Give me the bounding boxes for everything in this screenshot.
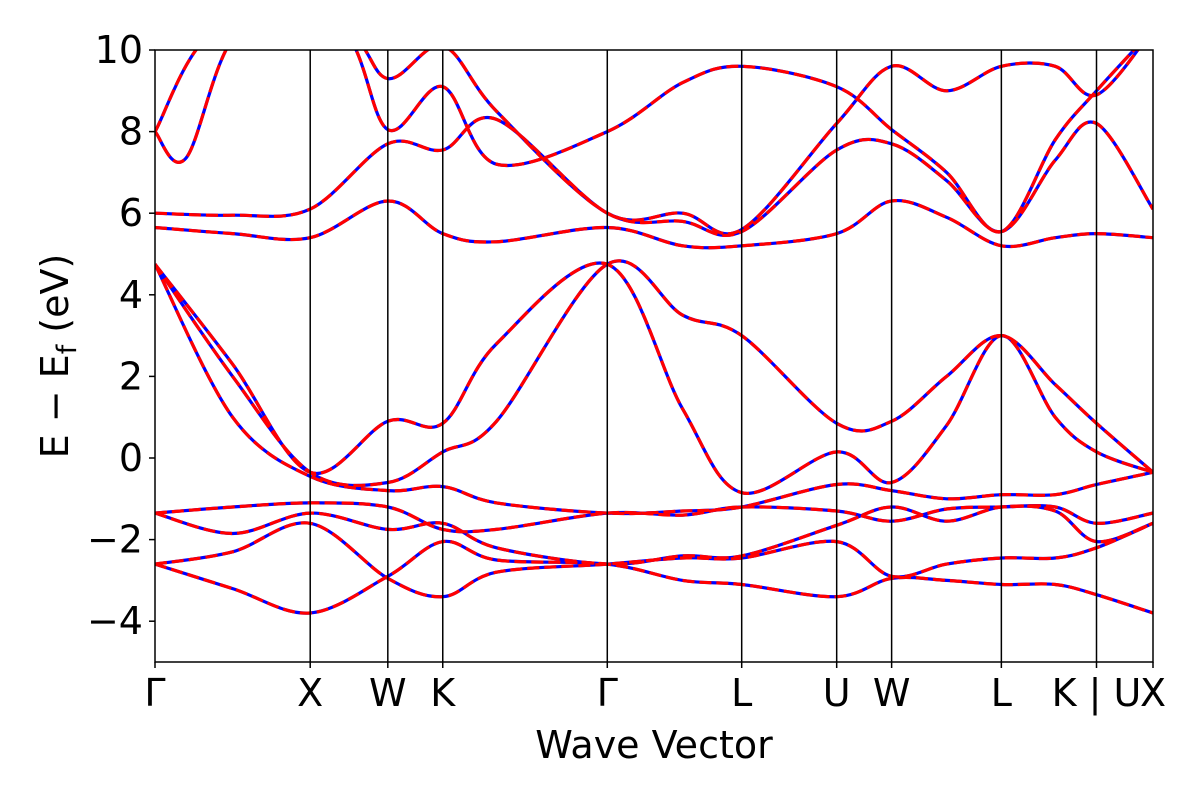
high-symmetry-lines [309,50,1098,662]
band-line-dashed-9 [155,50,1137,234]
band-line-dashed-10 [155,50,1140,236]
plot-background [155,50,1153,662]
x-tick-label: K [430,671,456,715]
x-tick-label: Γ [597,671,618,715]
band-line-dashed-3 [155,501,1153,534]
band-line-dashed-6 [155,263,1153,516]
y-tick-label: 0 [119,436,143,480]
x-axis-label: Wave Vector [535,723,773,767]
y-axis-ticks: −4 −2 0 2 4 6 8 10 [87,28,155,643]
y-tick-label: 8 [119,110,143,154]
band-line-dashed-0 [155,539,1153,615]
band-line-dashed-4 [155,259,1153,488]
x-tick-label: W [873,671,911,715]
band-line-dashed-1 [155,521,1153,599]
band-line-dashed-7 [155,198,1153,250]
x-tick-label: Γ [144,671,165,715]
y-tick-label: 4 [119,273,143,317]
x-tick-label: K | U [1052,671,1142,716]
y-axis-label-suffix: (eV) [33,254,77,345]
y-tick-label: 10 [95,28,143,72]
x-tick-label: U [823,671,851,715]
y-tick-label: 2 [119,354,143,398]
plot-frame [154,49,1154,663]
x-tick-label: L [731,671,752,715]
y-axis-label-prefix: E − E [33,354,77,458]
band-line-dashed-8 [155,115,1153,238]
x-tick-label: W [369,671,407,715]
y-tick-label: −4 [87,599,143,643]
x-tick-label: L [991,671,1012,715]
y-axis-label-subscript: f [52,343,83,354]
x-tick-label: X [1140,671,1166,715]
bands-layer [155,50,1153,615]
y-tick-label: 6 [119,191,143,235]
y-tick-label: −2 [87,518,143,562]
x-tick-label: X [297,671,323,715]
y-axis-label: E − Ef (eV) [33,254,83,459]
